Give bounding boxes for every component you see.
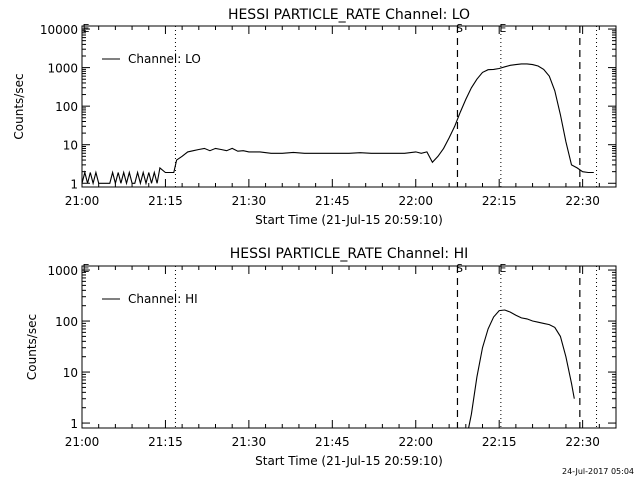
lo-x-tick-label: 21:15 (148, 194, 183, 208)
hi-event-marker-label: E (499, 262, 506, 275)
hi-x-axis-label: Start Time (21-Jul-15 20:59:10) (255, 454, 443, 468)
lo-x-tick-label: 21:30 (232, 194, 267, 208)
lo-legend-label: Channel: LO (128, 52, 201, 66)
lo-x-axis-label: Start Time (21-Jul-15 20:59:10) (255, 213, 443, 227)
lo-y-tick-label: 100 (55, 100, 78, 114)
lo-x-tick-label: 22:00 (398, 194, 433, 208)
lo-series-line (81, 63, 594, 186)
hi-y-tick-label: 100 (55, 315, 78, 329)
lo-x-tick-label: 22:30 (565, 194, 600, 208)
plot-timestamp: 24-Jul-2017 05:04 (562, 467, 634, 476)
hi-x-tick-label: 22:30 (565, 435, 600, 449)
lo-event-marker-label: E (499, 22, 506, 35)
lo-y-axis-label: Counts/sec (12, 73, 26, 139)
hi-event-marker-label: E (83, 262, 90, 275)
hi-plot-frame (81, 265, 617, 429)
lo-y-tick-label: 10 (63, 139, 78, 153)
lo-chart-title: HESSI PARTICLE_RATE Channel: LO (228, 7, 470, 23)
hi-x-tick-label: 21:30 (232, 435, 267, 449)
hi-channel-chart: HESSI PARTICLE_RATE Channel: HI 21:00 21:1… (25, 246, 617, 468)
lo-plot-frame (81, 25, 617, 188)
lo-y-tick-label: 1 (70, 177, 78, 191)
hi-y-tick-label: 10 (63, 366, 78, 380)
hi-x-tick-label: 21:15 (148, 435, 183, 449)
hi-series-line (468, 309, 575, 429)
lo-x-tick-label: 21:45 (315, 194, 350, 208)
hi-x-tick-label: 22:15 (482, 435, 517, 449)
hi-y-tick-label: 1000 (47, 264, 78, 278)
lo-event-marker-label: S (456, 22, 463, 35)
hi-event-marker-label: S (456, 262, 463, 275)
lo-x-tick-label: 22:15 (482, 194, 517, 208)
hi-x-tick-label: 21:00 (65, 435, 100, 449)
hi-y-axis-label: Counts/sec (25, 314, 39, 380)
hi-legend-label: Channel: HI (128, 292, 198, 306)
lo-y-tick-label: 1000 (47, 62, 78, 76)
hi-y-tick-label: 1 (70, 417, 78, 431)
lo-channel-chart: HESSI PARTICLE_RATE Channel: LO 21:00 21:1… (12, 7, 617, 227)
lo-event-marker-label: E (83, 22, 90, 35)
hi-chart-title: HESSI PARTICLE_RATE Channel: HI (230, 246, 468, 262)
hi-x-tick-label: 21:45 (315, 435, 350, 449)
hi-x-tick-label: 22:00 (398, 435, 433, 449)
lo-y-tick-label: 10000 (40, 23, 78, 37)
lo-x-tick-label: 21:00 (65, 194, 100, 208)
